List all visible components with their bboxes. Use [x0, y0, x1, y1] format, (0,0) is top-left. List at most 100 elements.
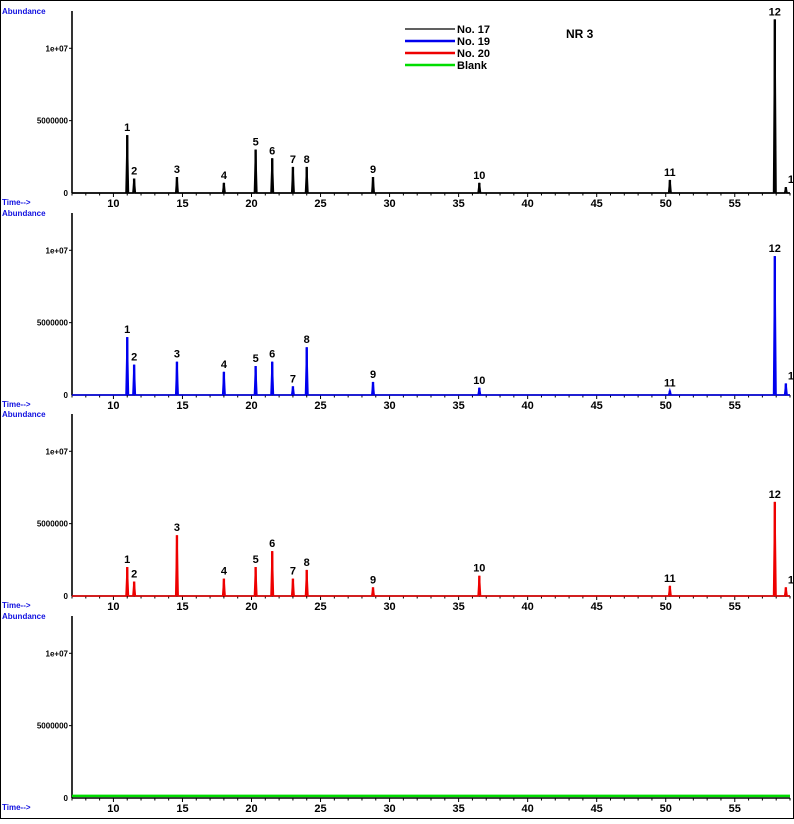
peak-label: 4 — [221, 359, 228, 371]
x-tick-label: 10 — [107, 803, 119, 815]
peak-label: 9 — [370, 369, 376, 381]
peak-label: 6 — [269, 349, 275, 361]
x-tick-label: 15 — [176, 400, 188, 412]
x-tick-label: 25 — [314, 198, 326, 210]
peak-label: 13 — [788, 174, 794, 186]
peak-label: 10 — [473, 563, 485, 575]
x-tick-label: 40 — [522, 198, 534, 210]
x-axis-label: Time--> — [2, 400, 31, 409]
x-tick-label: 50 — [660, 400, 672, 412]
x-tick-label: 30 — [383, 400, 395, 412]
y-tick-label: 1e+07 — [46, 649, 69, 658]
x-tick-label: 55 — [729, 400, 741, 412]
x-tick-label: 15 — [176, 803, 188, 815]
peak-label: 1 — [124, 324, 130, 336]
y-tick-label: 1e+07 — [46, 246, 69, 255]
x-axis-label: Time--> — [2, 198, 31, 207]
peak-label: 3 — [174, 164, 180, 176]
x-tick-label: 10 — [107, 400, 119, 412]
peak-label: 4 — [221, 566, 228, 578]
y-tick-label: 5000000 — [37, 520, 69, 529]
peak-label: 5 — [253, 137, 259, 149]
series-trace — [72, 19, 790, 194]
x-tick-label: 35 — [452, 803, 464, 815]
peak-label: 12 — [769, 489, 781, 501]
x-tick-label: 45 — [591, 601, 603, 613]
peak-label: 8 — [304, 154, 310, 166]
x-axis-label: Time--> — [2, 803, 31, 812]
x-tick-label: 35 — [452, 601, 464, 613]
x-tick-label: 55 — [729, 601, 741, 613]
y-tick-label-zero: 0 — [64, 794, 69, 803]
y-axis-label: Abundance — [2, 209, 46, 218]
peak-label: 2 — [131, 166, 137, 178]
peak-label: 6 — [269, 538, 275, 550]
x-tick-label: 45 — [591, 803, 603, 815]
x-tick-label: 15 — [176, 198, 188, 210]
peak-label: 1 — [124, 554, 130, 566]
y-tick-label: 1e+07 — [46, 44, 69, 53]
peak-label: 13 — [788, 574, 794, 586]
y-tick-label: 1e+07 — [46, 447, 69, 456]
x-tick-label: 35 — [452, 400, 464, 412]
y-tick-label-zero: 0 — [64, 189, 69, 198]
peak-label: 9 — [370, 574, 376, 586]
peak-label: 3 — [174, 349, 180, 361]
x-tick-label: 55 — [729, 803, 741, 815]
y-tick-label-zero: 0 — [64, 391, 69, 400]
x-tick-label: 50 — [660, 601, 672, 613]
x-tick-label: 35 — [452, 198, 464, 210]
y-tick-label: 5000000 — [37, 319, 69, 328]
x-tick-label: 15 — [176, 601, 188, 613]
legend-label: No. 17 — [457, 24, 490, 36]
peak-label: 10 — [473, 375, 485, 387]
y-axis-label: Abundance — [2, 410, 46, 419]
x-tick-label: 10 — [107, 601, 119, 613]
y-tick-label-zero: 0 — [64, 592, 69, 601]
peak-label: 2 — [131, 569, 137, 581]
x-tick-label: 30 — [383, 803, 395, 815]
x-tick-label: 45 — [591, 198, 603, 210]
peak-label: 10 — [473, 170, 485, 182]
y-tick-label: 5000000 — [37, 722, 69, 731]
x-tick-label: 40 — [522, 803, 534, 815]
peak-label: 1 — [124, 122, 130, 134]
peak-label: 2 — [131, 352, 137, 364]
peak-label: 13 — [788, 370, 794, 382]
peak-label: 12 — [769, 6, 781, 18]
x-tick-label: 25 — [314, 803, 326, 815]
chart-title: NR 3 — [566, 27, 594, 41]
x-tick-label: 20 — [245, 803, 257, 815]
peak-label: 11 — [664, 573, 676, 585]
series-trace — [72, 501, 790, 597]
x-tick-label: 25 — [314, 601, 326, 613]
x-tick-label: 50 — [660, 803, 672, 815]
peak-label: 8 — [304, 557, 310, 569]
peak-label: 8 — [304, 334, 310, 346]
x-tick-label: 30 — [383, 198, 395, 210]
peak-label: 5 — [253, 554, 259, 566]
peak-label: 9 — [370, 164, 376, 176]
x-tick-label: 25 — [314, 400, 326, 412]
x-tick-label: 45 — [591, 400, 603, 412]
x-tick-label: 55 — [729, 198, 741, 210]
peak-label: 6 — [269, 145, 275, 157]
x-tick-label: 40 — [522, 601, 534, 613]
peak-label: 11 — [664, 167, 676, 179]
peak-label: 12 — [769, 243, 781, 255]
peak-label: 3 — [174, 522, 180, 534]
peak-label: 11 — [664, 378, 676, 390]
y-axis-label: Abundance — [2, 7, 46, 16]
legend-label: No. 20 — [457, 48, 490, 60]
peak-label: 4 — [221, 170, 228, 182]
series-trace — [72, 256, 790, 396]
legend-label: No. 19 — [457, 36, 490, 48]
peak-label: 7 — [290, 154, 296, 166]
x-tick-label: 20 — [245, 198, 257, 210]
x-tick-label: 10 — [107, 198, 119, 210]
x-tick-label: 50 — [660, 198, 672, 210]
peak-label: 7 — [290, 373, 296, 385]
